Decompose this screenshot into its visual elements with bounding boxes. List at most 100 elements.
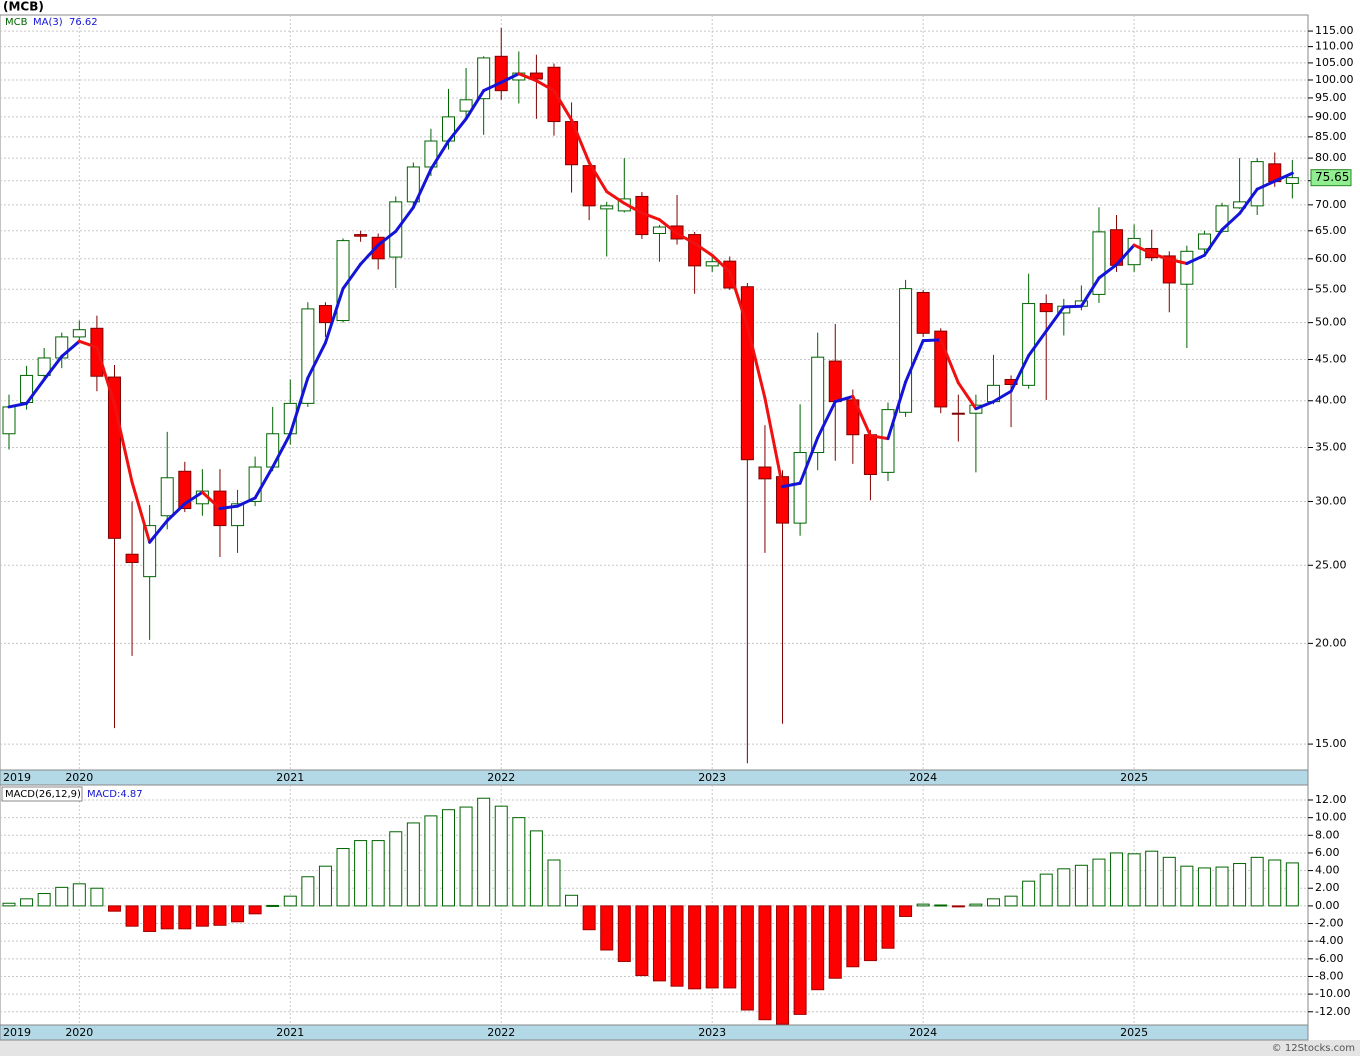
y-tick-label: 90.00	[1315, 110, 1347, 123]
candle-body	[529, 72, 543, 80]
bar	[336, 848, 350, 907]
candle-body	[951, 412, 965, 415]
bar	[1215, 866, 1229, 907]
x-tick-label: 2022	[487, 771, 515, 784]
bar	[406, 822, 420, 907]
ma-line	[798, 436, 820, 485]
bar	[582, 905, 596, 931]
y-tick-label: 85.00	[1315, 130, 1347, 143]
ma-line	[60, 339, 81, 358]
bar	[899, 905, 913, 917]
ma-line	[675, 231, 697, 245]
ma-line	[640, 211, 661, 222]
x-tick-label: 2024	[909, 1026, 937, 1039]
bar	[1233, 863, 1247, 907]
candle-body	[1162, 255, 1176, 284]
bar	[125, 905, 139, 927]
y-tick-label: -8.00	[1315, 969, 1343, 982]
ma-line	[605, 190, 626, 205]
legend-ma-value: 76.62	[69, 17, 98, 28]
ma-line	[411, 167, 433, 209]
bar	[565, 894, 579, 907]
bar	[37, 893, 51, 907]
candle-body	[600, 205, 614, 210]
ma-line	[534, 79, 556, 93]
ma-line	[394, 205, 415, 233]
bar	[758, 905, 772, 1021]
y-tick-label: 60.00	[1315, 252, 1347, 265]
bar	[195, 905, 209, 927]
y-tick-label: 105.00	[1315, 56, 1354, 69]
y-tick-label: 35.00	[1315, 440, 1347, 453]
bar	[934, 904, 948, 907]
x-axis-strip	[0, 769, 1309, 786]
bar	[266, 904, 280, 907]
candle-body	[301, 308, 315, 404]
chart-title: (MCB)	[3, 0, 44, 14]
ma-line	[552, 89, 574, 122]
y-tick-label: 2.00	[1315, 881, 1340, 894]
x-tick-label: 2023	[698, 771, 726, 784]
candle-body	[652, 226, 666, 234]
bar	[951, 905, 965, 908]
ma-line	[218, 504, 240, 511]
ma-line	[1185, 253, 1206, 266]
legend-ma: MA(3)	[33, 17, 63, 28]
x-tick-label: 2020	[65, 1026, 93, 1039]
ma-line	[130, 480, 152, 544]
y-tick-label: 12.00	[1315, 793, 1347, 806]
y-tick-label: 6.00	[1315, 846, 1340, 859]
ma-line	[77, 339, 99, 349]
bar	[301, 876, 315, 907]
ma-line	[183, 490, 204, 506]
candle-body	[899, 288, 913, 413]
y-tick-label: 50.00	[1315, 316, 1347, 329]
ma-line	[1255, 179, 1277, 191]
y-tick-label: 65.00	[1315, 224, 1347, 237]
y-tick-label: 45.00	[1315, 353, 1347, 366]
candle-body	[72, 329, 86, 338]
candle-body	[1285, 177, 1299, 185]
bar	[283, 895, 297, 907]
bar	[652, 905, 666, 982]
candle-body	[318, 305, 332, 324]
bar	[107, 905, 121, 912]
plot-area	[0, 14, 1309, 771]
x-tick-label: 2020	[65, 771, 93, 784]
ma-line	[833, 394, 855, 404]
plot-area	[0, 784, 1309, 1026]
ma-line	[974, 400, 995, 411]
ma-line	[570, 118, 591, 165]
chart-title: MACD(26,12,9)	[5, 789, 81, 800]
y-tick-label: 25.00	[1315, 558, 1347, 571]
ma-line	[1044, 305, 1066, 333]
ma-line	[482, 80, 503, 93]
bar	[969, 903, 983, 907]
bar	[1162, 856, 1176, 907]
bar	[72, 883, 86, 907]
bar	[178, 905, 192, 930]
ma-line	[693, 241, 714, 257]
candle-body	[881, 409, 895, 473]
ma-line	[728, 270, 749, 328]
ma-line	[1097, 263, 1119, 280]
bar	[1022, 880, 1036, 907]
y-tick-label: -6.00	[1315, 952, 1343, 965]
bar	[55, 886, 69, 907]
ma-line	[25, 378, 46, 405]
bar	[617, 905, 631, 962]
ma-line	[587, 161, 609, 194]
bar	[160, 905, 174, 930]
bar	[740, 905, 754, 1011]
ma-line	[1202, 228, 1224, 257]
bar	[846, 905, 860, 968]
footer-strip	[0, 1040, 1360, 1056]
bar	[1285, 862, 1299, 907]
ma-line	[42, 354, 64, 382]
candle-body	[231, 503, 245, 527]
bar	[477, 797, 491, 907]
bar	[705, 905, 719, 989]
legend-box	[1, 786, 83, 802]
